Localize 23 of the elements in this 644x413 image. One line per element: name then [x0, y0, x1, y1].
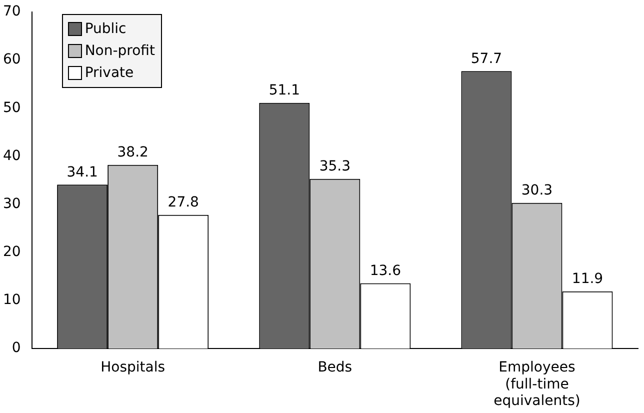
- data-label: 30.3: [521, 182, 553, 199]
- y-tick-label: 10: [2, 292, 21, 308]
- x-tick-label: Employees (full-time equivalents): [494, 360, 580, 410]
- data-label: 57.7: [470, 50, 502, 67]
- y-tick-label: 60: [2, 52, 21, 68]
- data-label: 35.3: [319, 158, 350, 174]
- x-tick-label: Beds: [318, 360, 352, 376]
- y-tick-label: 20: [2, 244, 21, 260]
- y-tick-label: 70: [2, 4, 21, 20]
- data-label: 34.1: [66, 164, 98, 180]
- data-label: 27.8: [168, 194, 199, 211]
- data-label: 51.1: [268, 82, 300, 99]
- data-label: 38.2: [117, 144, 148, 161]
- legend-label: Public: [84, 21, 126, 37]
- y-tick-label: 40: [2, 148, 21, 164]
- legend-label: Private: [84, 65, 134, 81]
- y-tick-label: 50: [2, 100, 21, 116]
- x-tick-label: Hospitals: [100, 360, 166, 376]
- data-label: 11.9: [572, 271, 604, 288]
- legend-label: Non-profit: [84, 43, 155, 59]
- y-tick-label: 0: [12, 340, 21, 356]
- y-tick-label: 30: [2, 196, 21, 212]
- data-label: 13.6: [370, 262, 402, 279]
